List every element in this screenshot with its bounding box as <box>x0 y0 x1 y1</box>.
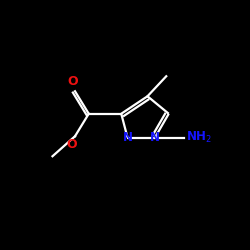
Text: N: N <box>150 131 160 144</box>
Text: NH$_2$: NH$_2$ <box>186 130 212 145</box>
Text: O: O <box>67 138 77 150</box>
Text: O: O <box>67 75 78 88</box>
Text: N: N <box>122 131 132 144</box>
